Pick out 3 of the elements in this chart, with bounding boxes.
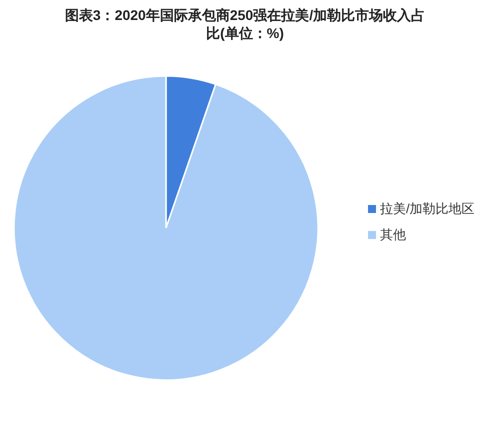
chart-title: 图表3：2020年国际承包商250强在拉美/加勒比市场收入占比(单位：%) <box>64 6 426 42</box>
legend-label: 拉美/加勒比地区 <box>380 201 475 216</box>
legend-label: 其他 <box>380 227 406 242</box>
